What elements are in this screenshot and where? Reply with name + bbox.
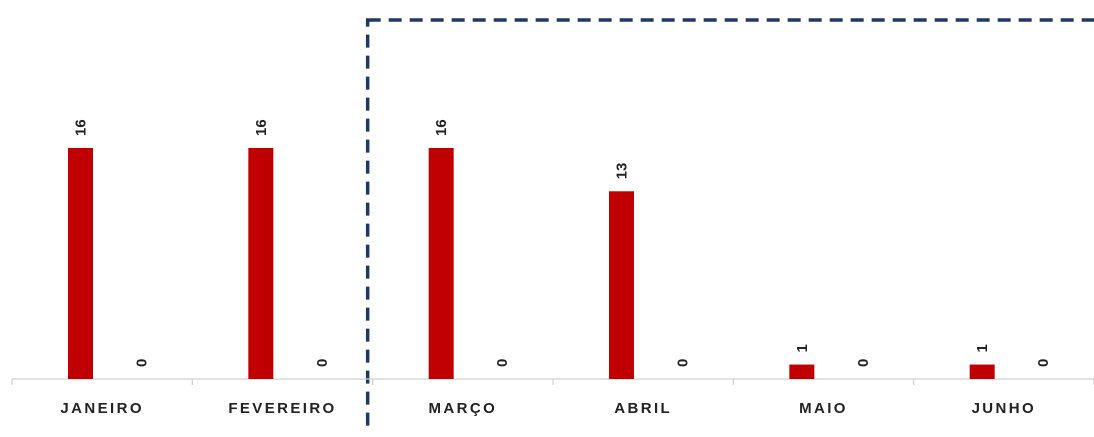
data-label: 0 [494,359,511,367]
bar [789,364,815,379]
category-label: JUNHO [972,400,1037,417]
data-label: 16 [253,119,270,136]
data-label: 0 [675,359,692,367]
data-label: 1 [974,344,991,352]
data-label: 16 [73,119,90,136]
category-label: ABRIL [614,400,672,417]
bar [609,191,634,379]
bar [969,364,995,379]
bar [428,147,454,379]
data-label: 0 [1035,359,1052,367]
data-label: 0 [855,359,872,367]
data-label: 13 [614,163,631,180]
category-label: MARÇO [428,400,497,417]
bar [248,147,274,379]
bar [68,147,93,379]
category-label: FEVEREIRO [228,400,336,417]
highlight-box [365,18,1094,437]
category-label: MAIO [799,400,848,417]
data-label: 16 [433,119,450,136]
data-label: 0 [314,359,331,367]
data-label: 0 [134,359,151,367]
category-label: JANEIRO [60,400,143,417]
data-label: 1 [794,344,811,352]
